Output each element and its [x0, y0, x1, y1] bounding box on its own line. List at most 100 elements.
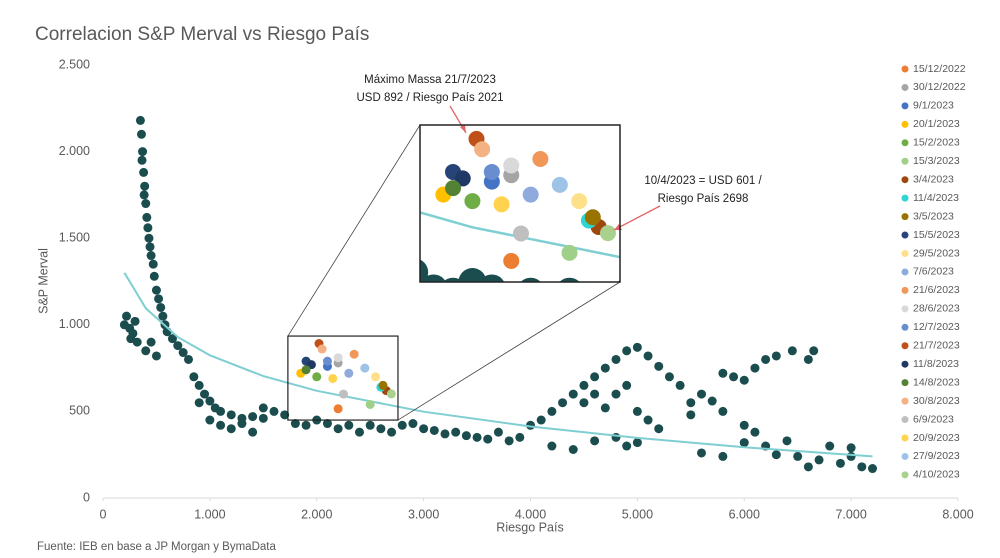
point — [322, 356, 332, 366]
point — [156, 302, 166, 312]
legend-label: 15/12/2022 — [913, 63, 966, 75]
point — [739, 438, 749, 448]
point — [532, 150, 549, 167]
point — [245, 236, 273, 264]
x-tick-label: 1.000 — [194, 507, 225, 521]
point — [515, 432, 525, 442]
point — [173, 341, 183, 351]
point — [664, 372, 674, 382]
point — [983, 171, 1000, 199]
point — [479, 274, 505, 282]
point — [575, 284, 603, 312]
legend-marker — [901, 83, 909, 91]
point — [512, 225, 529, 242]
legend-label: 20/9/2023 — [913, 432, 960, 444]
point — [194, 380, 204, 390]
point — [622, 346, 632, 356]
point — [323, 274, 351, 302]
point — [258, 413, 268, 423]
point — [303, 258, 331, 286]
point — [600, 403, 610, 413]
point — [451, 427, 461, 437]
point — [245, 203, 273, 231]
point — [622, 380, 632, 390]
point — [419, 424, 429, 434]
point — [274, 245, 302, 273]
point — [536, 415, 546, 425]
point — [458, 268, 487, 282]
legend-label: 20/1/2023 — [913, 118, 960, 130]
legend-label: 6/9/2023 — [913, 413, 954, 425]
point — [429, 425, 439, 435]
point — [493, 196, 510, 213]
legend-marker — [901, 157, 909, 165]
point — [408, 419, 418, 429]
point — [386, 389, 396, 399]
point — [342, 262, 370, 290]
point — [590, 389, 600, 399]
chart-title: Correlacion S&P Merval vs Riesgo País — [35, 24, 369, 45]
point — [248, 412, 258, 422]
point — [886, 317, 914, 345]
point — [216, 406, 226, 416]
point — [175, 58, 203, 86]
legend-label: 29/5/2023 — [913, 247, 960, 259]
trendline — [123, 272, 873, 458]
point — [142, 212, 152, 222]
legend-marker — [901, 194, 909, 202]
legend-label: 3/5/2023 — [913, 210, 954, 222]
x-tick-label: 0 — [100, 507, 107, 521]
point — [835, 458, 845, 468]
legend-label: 15/5/2023 — [913, 229, 960, 241]
point — [290, 419, 300, 429]
point — [561, 244, 578, 261]
x-tick-label: 8.000 — [942, 507, 973, 521]
point — [825, 441, 835, 451]
point — [248, 427, 258, 437]
point — [718, 368, 728, 378]
legend-label: 3/4/2023 — [913, 173, 954, 185]
legend-label: 30/12/2022 — [913, 81, 966, 93]
y-tick-label: 1.000 — [59, 317, 90, 331]
point — [809, 346, 819, 356]
point — [675, 380, 685, 390]
legend-label: 21/6/2023 — [913, 284, 960, 296]
x-tick-label: 2.000 — [301, 507, 332, 521]
point — [963, 307, 991, 335]
point — [568, 389, 578, 399]
point — [559, 277, 580, 282]
point — [146, 251, 156, 261]
point — [536, 291, 564, 319]
point — [718, 451, 728, 461]
point — [846, 443, 856, 453]
point — [483, 434, 493, 444]
point — [145, 242, 155, 252]
point — [464, 193, 481, 210]
point — [381, 252, 409, 280]
point — [349, 349, 359, 359]
y-tick-label: 2.500 — [59, 57, 90, 71]
point — [151, 285, 161, 295]
point — [333, 353, 343, 363]
legend-marker — [901, 416, 909, 424]
point — [847, 278, 875, 306]
point — [483, 163, 500, 180]
point — [126, 334, 136, 344]
y-tick-label: 0 — [83, 490, 90, 504]
point — [611, 354, 621, 364]
point — [632, 406, 642, 416]
point — [371, 372, 381, 382]
point — [761, 354, 771, 364]
point — [672, 287, 700, 315]
point — [344, 420, 354, 430]
point — [497, 284, 525, 312]
point — [691, 294, 719, 322]
point — [312, 372, 322, 382]
y-tick-label: 2.000 — [59, 144, 90, 158]
plot — [119, 115, 877, 474]
legend-label: 27/9/2023 — [913, 450, 960, 462]
point — [711, 291, 739, 319]
legend-marker — [901, 231, 909, 239]
point — [793, 451, 803, 461]
point — [551, 176, 568, 193]
